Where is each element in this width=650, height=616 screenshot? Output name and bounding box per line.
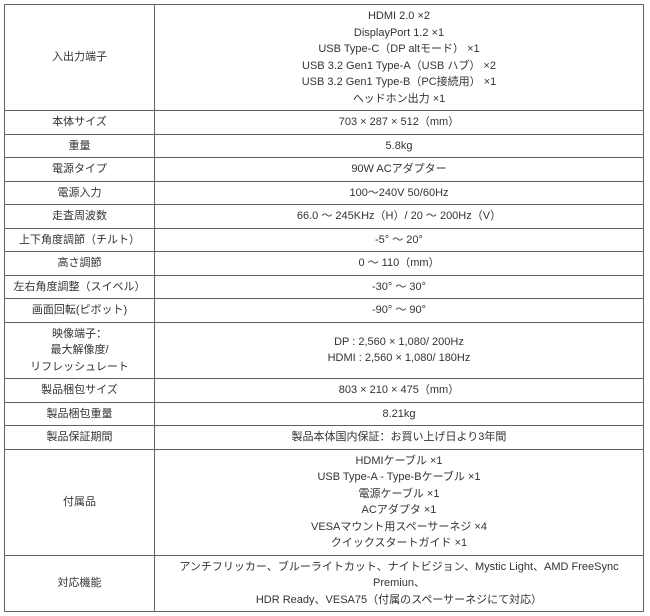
spec-value-line: DisplayPort 1.2 ×1 <box>354 27 444 39</box>
spec-value-line: 100～240V 50/60Hz <box>349 187 448 199</box>
spec-value-line: ACアダプタ ×1 <box>362 504 437 516</box>
spec-value-line: USB 3.2 Gen1 Type-B（PC接続用） ×1 <box>302 76 497 88</box>
spec-row: 左右角度調整（スイベル） -30° ～ 30° <box>5 275 644 299</box>
spec-row: 入出力端子 HDMI 2.0 ×2 DisplayPort 1.2 ×1 USB Ty… <box>5 5 644 111</box>
spec-label: 重量 <box>5 134 155 158</box>
spec-value: -5° ～ 20° <box>154 228 643 252</box>
spec-label: 画面回転(ピボット) <box>5 299 155 323</box>
spec-value-line: 90W ACアダプター <box>351 163 446 175</box>
spec-row: 走査周波数 66.0 ～ 245KHz（H）/ 20 ～ 200Hz（V） <box>5 205 644 229</box>
spec-row: 画面回転(ピボット) -90° ～ 90° <box>5 299 644 323</box>
spec-label: 映像端子： 最大解像度/リフレッシュレート <box>5 322 155 379</box>
spec-value-line: DP : 2,560 × 1,080/ 200Hz <box>334 336 464 348</box>
spec-value-line: -90° ～ 90° <box>372 304 426 316</box>
spec-value: 66.0 ～ 245KHz（H）/ 20 ～ 200Hz（V） <box>154 205 643 229</box>
spec-label: 走査周波数 <box>5 205 155 229</box>
spec-value-line: アンチフリッカー、ブルーライトカット、ナイトビジョン、Mystic Light、… <box>179 561 618 590</box>
spec-label: 製品保証期間 <box>5 426 155 450</box>
spec-row: 電源入力 100～240V 50/60Hz <box>5 181 644 205</box>
spec-row: 重量 5.8kg <box>5 134 644 158</box>
spec-table-body: 入出力端子 HDMI 2.0 ×2 DisplayPort 1.2 ×1 USB Ty… <box>5 5 644 612</box>
spec-label: 左右角度調整（スイベル） <box>5 275 155 299</box>
spec-value: HDMI 2.0 ×2 DisplayPort 1.2 ×1 USB Type-C（… <box>154 5 643 111</box>
spec-table: 入出力端子 HDMI 2.0 ×2 DisplayPort 1.2 ×1 USB Ty… <box>4 4 644 612</box>
spec-value-line: HDMI 2.0 ×2 <box>368 10 430 22</box>
spec-value: -90° ～ 90° <box>154 299 643 323</box>
spec-value-line: 66.0 ～ 245KHz（H）/ 20 ～ 200Hz（V） <box>297 210 501 222</box>
spec-value: 5.8kg <box>154 134 643 158</box>
spec-value-line: HDMI : 2,560 × 1,080/ 180Hz <box>328 352 471 364</box>
spec-row: 製品保証期間 製品本体国内保証：お買い上げ日より3年間 <box>5 426 644 450</box>
spec-row: 対応機能アンチフリッカー、ブルーライトカット、ナイトビジョン、Mystic Li… <box>5 555 644 612</box>
spec-value: 製品本体国内保証：お買い上げ日より3年間 <box>154 426 643 450</box>
spec-label: 製品梱包サイズ <box>5 379 155 403</box>
spec-value: DP : 2,560 × 1,080/ 200Hz HDMI : 2,560 × … <box>154 322 643 379</box>
spec-value-line: ヘッドホン出力 ×1 <box>353 93 446 105</box>
spec-value-line: 703 × 287 × 512（mm） <box>339 116 459 128</box>
spec-value: 100～240V 50/60Hz <box>154 181 643 205</box>
spec-value: 90W ACアダプター <box>154 158 643 182</box>
spec-value-line: HDR Ready、VESA75（付属のスペーサーネジにて対応） <box>256 594 542 606</box>
spec-value: 803 × 210 × 475（mm） <box>154 379 643 403</box>
spec-row: 本体サイズ 703 × 287 × 512（mm） <box>5 111 644 135</box>
spec-label-line: 映像端子： <box>52 328 107 340</box>
spec-value-line: クイックスタートガイド ×1 <box>331 537 467 549</box>
spec-label: 入出力端子 <box>5 5 155 111</box>
spec-row: 電源タイプ 90W ACアダプター <box>5 158 644 182</box>
spec-value-line: USB Type-A - Type-Bケーブル ×1 <box>317 471 480 483</box>
spec-row: 製品梱包サイズ 803 × 210 × 475（mm） <box>5 379 644 403</box>
spec-value-line: -5° ～ 20° <box>375 234 423 246</box>
spec-value-line: -30° ～ 30° <box>372 281 426 293</box>
spec-value-line: 電源ケーブル ×1 <box>359 488 440 500</box>
spec-label: 上下角度調節（チルト） <box>5 228 155 252</box>
spec-row: 上下角度調節（チルト） -5° ～ 20° <box>5 228 644 252</box>
spec-value: 8.21kg <box>154 402 643 426</box>
spec-value-line: 0 ～ 110（mm） <box>358 257 439 269</box>
spec-value-line: VESAマウント用スペーサーネジ ×4 <box>311 521 487 533</box>
spec-label: 対応機能 <box>5 555 155 612</box>
spec-row: 付属品 HDMIケーブル ×1 USB Type-A - Type-Bケーブル ×1… <box>5 449 644 555</box>
spec-value-line: USB 3.2 Gen1 Type-A（USB ハブ） ×2 <box>302 60 496 72</box>
spec-value-line: 803 × 210 × 475（mm） <box>339 384 459 396</box>
spec-label-line: リフレッシュレート <box>30 361 129 373</box>
spec-label: 電源入力 <box>5 181 155 205</box>
spec-value: HDMIケーブル ×1 USB Type-A - Type-Bケーブル ×1 電源ケ… <box>154 449 643 555</box>
spec-label: 製品梱包重量 <box>5 402 155 426</box>
spec-value-line: 8.21kg <box>382 408 415 420</box>
spec-value-line: USB Type-C（DP altモード） ×1 <box>318 43 479 55</box>
spec-value-line: 製品本体国内保証：お買い上げ日より3年間 <box>292 431 507 443</box>
spec-row: 高さ調節 0 ～ 110（mm） <box>5 252 644 276</box>
spec-label-line: 最大解像度/ <box>50 344 108 356</box>
spec-label: 高さ調節 <box>5 252 155 276</box>
spec-label: 付属品 <box>5 449 155 555</box>
spec-value-line: 5.8kg <box>386 140 413 152</box>
spec-row: 製品梱包重量 8.21kg <box>5 402 644 426</box>
spec-row: 映像端子： 最大解像度/リフレッシュレート DP : 2,560 × 1,080/ … <box>5 322 644 379</box>
spec-value: -30° ～ 30° <box>154 275 643 299</box>
spec-label: 電源タイプ <box>5 158 155 182</box>
spec-value: 703 × 287 × 512（mm） <box>154 111 643 135</box>
spec-value: アンチフリッカー、ブルーライトカット、ナイトビジョン、Mystic Light、… <box>154 555 643 612</box>
spec-label: 本体サイズ <box>5 111 155 135</box>
spec-value: 0 ～ 110（mm） <box>154 252 643 276</box>
spec-value-line: HDMIケーブル ×1 <box>355 455 442 467</box>
